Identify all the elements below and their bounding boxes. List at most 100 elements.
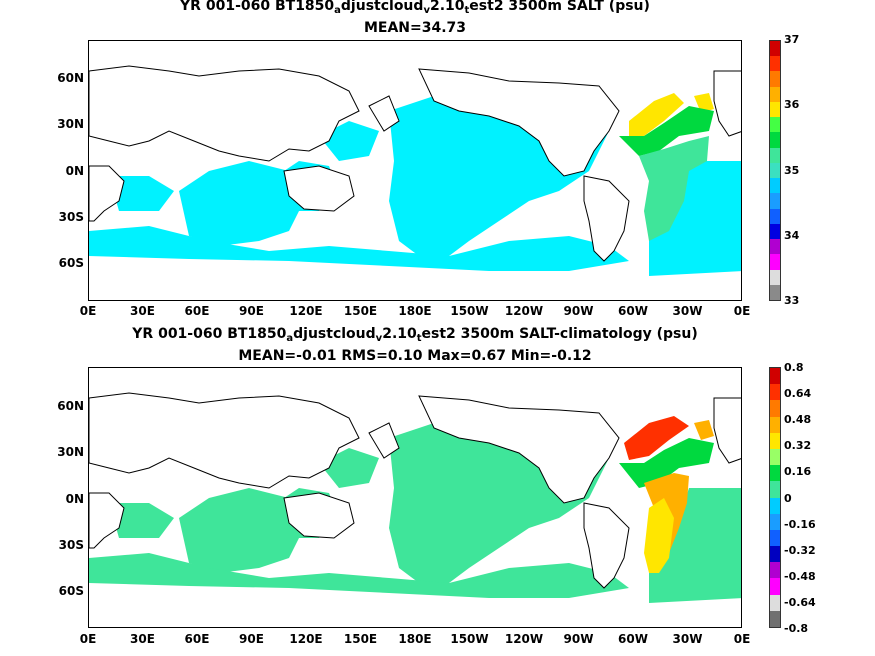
panel1-lon-label: 0E [79, 304, 97, 318]
panel2-colorbar-segment [770, 546, 780, 563]
panel1-colorbar-segment [770, 162, 780, 179]
panel1-lon-label: 120E [289, 304, 323, 318]
panel1-colorbar-segment [770, 86, 780, 102]
panel1-colorbar-segment [770, 117, 780, 133]
panel2-colorbar-segment [770, 610, 780, 627]
panel1-lat-60n: 60N [57, 71, 84, 85]
panel2-lon-label: 30W [672, 632, 703, 646]
panel2-colorbar-segment [770, 384, 780, 401]
panel1-lon-label: 90E [239, 304, 264, 318]
panel2-lon-label: 150E [343, 632, 378, 646]
panel2-colorbar-segment [770, 448, 780, 466]
panel2-lat-60n: 60N [57, 399, 84, 413]
panel2-colorbar-segment [770, 497, 780, 514]
panel1-colorbar-segment [770, 193, 780, 209]
panel1-lon-label: 180E [398, 304, 432, 318]
panel2-map-svg [89, 368, 741, 627]
panel1-map [88, 40, 742, 301]
panel2-lat-30s: 30S [58, 538, 84, 552]
panel2-lon-label: 0E [79, 632, 97, 646]
panel2-colorbar-segment [770, 465, 780, 482]
panel1-cbar-label-35: 35 [784, 164, 800, 177]
panel2-colorbar-segment [770, 594, 780, 611]
panel1-colorbar-segment [770, 284, 780, 300]
panel2-colorbar-segment [770, 578, 780, 595]
panel2-colorbar-segment [770, 416, 780, 433]
panel1-colorbar-segment [770, 208, 780, 224]
panel1-colorbar-segment [770, 239, 780, 255]
panel2-title: YR 001-060 BT1850adjustcloudv2.10test2 3… [132, 326, 698, 344]
panel1-colorbar-segment [770, 147, 780, 163]
panel1-cbar-label-36: 36 [784, 98, 800, 111]
panel2-lon-label: 180E [398, 632, 432, 646]
panel2-colorbar-segment [770, 562, 780, 579]
panel1-colorbar-segment [770, 132, 780, 148]
panel2-land [89, 392, 741, 589]
panel2-colorbar-segment [770, 513, 780, 530]
panel1-colorbar-segment [770, 254, 780, 270]
panel1-land [89, 65, 741, 262]
panel2-lat-30n: 30N [57, 445, 84, 459]
panel1-colorbar-segment [770, 56, 780, 72]
panel1-lat-30n: 30N [57, 117, 84, 131]
panel2-atlantic [619, 416, 714, 573]
panel1-lon-label: 60W [618, 304, 648, 318]
panel1-cbar-label-37: 37 [784, 33, 800, 46]
panel2-cbar-label: 0.16 [784, 465, 812, 479]
panel2-cbar-label: 0.32 [784, 439, 812, 453]
panel2-cbar-label: -0.64 [784, 595, 816, 609]
panel2-lon-label: 150W [450, 632, 489, 646]
panel2-colorbar-segment [770, 368, 780, 385]
panel2-cbar-label: -0.32 [784, 543, 816, 557]
panel2-cbar-label: 0.64 [784, 387, 812, 401]
panel1-colorbar-segment [770, 269, 780, 285]
panel2-cbar-label: 0.48 [784, 413, 812, 427]
panel2-lon-label: 90W [563, 632, 594, 646]
panel1-ocean [89, 91, 741, 276]
panel1-colorbar-segment [770, 223, 780, 240]
panel1-colorbar-segment [770, 41, 780, 57]
panel1-lon-label: 150E [343, 304, 378, 318]
panel2-lat-0n: 0N [65, 492, 84, 506]
panel2-colorbar-segment [770, 529, 780, 547]
panel1-map-svg [89, 41, 741, 300]
panel1-lon-label: 90W [563, 304, 594, 318]
panel2-colorbar-segment [770, 481, 780, 498]
panel2-cbar-label: -0.8 [784, 622, 809, 635]
panel1-lon-label: 120W [504, 304, 544, 318]
panel1-colorbar [769, 40, 781, 301]
panel2-lon-label: 120E [289, 632, 323, 646]
panel2-lon-label: 60E [184, 632, 210, 646]
panel2-lon-label: 60W [618, 632, 648, 646]
panel1-lon-label: 0E [733, 304, 751, 318]
panel1-atlantic [619, 93, 714, 241]
panel1-colorbar-segment [770, 101, 780, 118]
panel2-lon-label: 0E [733, 632, 751, 646]
panel2-subtitle: MEAN=-0.01 RMS=0.10 Max=0.67 Min=-0.12 [238, 348, 592, 364]
panel2-colorbar-segment [770, 400, 780, 417]
panel1-lon-label: 30E [130, 304, 155, 318]
panel1-lon-label: 60E [184, 304, 210, 318]
panel2-colorbar-segment [770, 432, 780, 449]
panel2-cbar-label: -0.16 [784, 517, 816, 531]
panel2-cbar-label: 0.8 [784, 361, 804, 374]
panel1-lat-0n: 0N [65, 164, 84, 178]
panel1-lat-60s: 60S [58, 256, 84, 270]
panel2-map [88, 367, 742, 628]
panel2-lon-label: 30E [130, 632, 155, 646]
panel1-subtitle: MEAN=34.73 [363, 20, 467, 36]
panel2-lon-label: 90E [239, 632, 264, 646]
panel1-lat-30s: 30S [58, 210, 84, 224]
panel2-cbar-label: -0.48 [784, 569, 816, 583]
panel1-title: YR 001-060 BT1850adjustcloudv2.10test2 3… [180, 0, 650, 16]
panel1-lon-label: 30W [672, 304, 703, 318]
panel1-colorbar-segment [770, 178, 780, 194]
panel1-lon-label: 150W [450, 304, 489, 318]
panel2-lon-label: 120W [504, 632, 544, 646]
panel2-lat-60s: 60S [58, 584, 84, 598]
panel1-cbar-label-33: 33 [784, 294, 800, 307]
panel2-colorbar [769, 367, 781, 628]
panel1-cbar-label-34: 34 [784, 229, 800, 242]
panel1-colorbar-segment [770, 71, 780, 87]
panel2-cbar-label: 0 [784, 491, 792, 505]
